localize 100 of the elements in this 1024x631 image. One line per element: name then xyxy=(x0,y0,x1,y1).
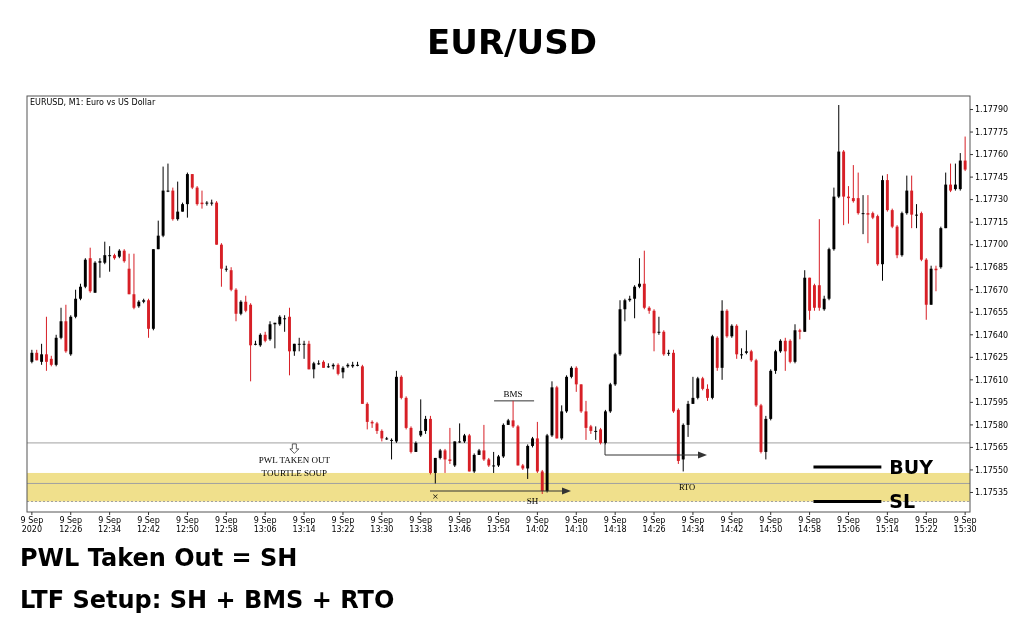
candlestick xyxy=(472,452,476,474)
candlestick xyxy=(526,443,530,480)
chart-title: EUR/USD xyxy=(427,22,597,62)
x-tick-label: 9 Sep 14:34 xyxy=(681,516,705,534)
x-tick-label: 9 Sep 13:30 xyxy=(370,516,394,534)
y-tick-label: 1.17655 xyxy=(975,308,1009,318)
ref-line-label: BUY xyxy=(889,455,934,478)
x-tick-label: 9 Sep 14:02 xyxy=(525,516,549,534)
candlestick xyxy=(633,284,637,319)
x-tick-label: 9 Sep 12:26 xyxy=(59,516,83,534)
candlestick xyxy=(813,283,816,312)
x-tick-label: 9 Sep 14:42 xyxy=(720,516,744,534)
candlestick xyxy=(686,400,690,438)
ref-line-label: SL xyxy=(889,490,916,513)
candlestick xyxy=(798,328,802,340)
candlestick xyxy=(492,451,496,474)
x-tick-label: 9 Sep 13:38 xyxy=(409,516,433,534)
y-tick-label: 1.17775 xyxy=(975,127,1009,137)
candlestick xyxy=(283,314,287,333)
candlestick xyxy=(424,415,428,435)
candlestick xyxy=(696,376,700,400)
candlestick xyxy=(594,425,598,441)
x-tick-label: 9 Sep 14:18 xyxy=(603,516,627,534)
candlestick xyxy=(205,200,209,207)
candlestick xyxy=(915,203,918,229)
annotation: PWL TAKEN OUT xyxy=(258,454,331,465)
x-tick-label: 9 Sep 12:42 xyxy=(136,516,161,534)
candlestick xyxy=(623,298,627,322)
candlestick xyxy=(890,208,894,229)
y-tick-label: 1.17595 xyxy=(975,398,1009,408)
candlestick xyxy=(949,163,953,193)
candlestick xyxy=(229,266,233,292)
y-tick-label: 1.17730 xyxy=(975,195,1009,205)
y-tick-label: 1.17715 xyxy=(975,217,1009,227)
candlestick xyxy=(774,349,778,375)
y-tick-label: 1.17790 xyxy=(975,105,1009,115)
y-tick-label: 1.17550 xyxy=(975,465,1009,475)
candlestick xyxy=(132,253,136,310)
x-tick-label: 9 Sep 14:50 xyxy=(759,516,783,534)
y-tick-label: 1.17535 xyxy=(975,488,1009,498)
candlestick xyxy=(390,437,394,460)
text: LTF Setup: SH + BMS + RTO xyxy=(20,586,395,614)
candlestick xyxy=(638,257,641,289)
candlestick xyxy=(866,194,870,244)
candlestick xyxy=(511,400,515,429)
annotation: × xyxy=(432,489,439,502)
candlestick xyxy=(482,424,486,462)
y-tick-label: 1.17565 xyxy=(975,443,1009,453)
x-tick-label: 9 Sep 14:26 xyxy=(642,516,666,534)
candlestick xyxy=(195,185,199,207)
candlestick xyxy=(74,289,78,319)
x-tick-label: 9 Sep 13:22 xyxy=(331,516,355,534)
y-tick-label: 1.17610 xyxy=(975,375,1009,385)
x-tick-label: 9 Sep 15:22 xyxy=(914,516,938,534)
candlestick xyxy=(783,337,787,372)
x-tick-label: 9 Sep 13:46 xyxy=(448,516,472,534)
candlestick xyxy=(691,376,695,405)
candlestick xyxy=(861,194,865,235)
candlestick xyxy=(740,347,743,360)
candlestick xyxy=(341,365,345,379)
y-tick-label: 1.17640 xyxy=(975,330,1009,340)
y-tick-label: 1.17760 xyxy=(975,150,1009,160)
candlestick xyxy=(302,340,306,360)
candlestick xyxy=(108,245,112,273)
candlestick xyxy=(657,316,661,336)
candlestick xyxy=(652,308,656,352)
candlestick xyxy=(817,218,821,312)
y-tick-label: 1.17745 xyxy=(975,172,1009,182)
y-tick-label: 1.17670 xyxy=(975,285,1009,295)
x-tick-label: 9 Sep 14:58 xyxy=(798,516,822,534)
x-tick-label: 9 Sep 12:50 xyxy=(175,516,199,534)
candlestick xyxy=(156,220,160,250)
x-tick-label: 9 Sep 2020 xyxy=(20,516,44,534)
candlestick xyxy=(433,457,437,484)
candlestick xyxy=(176,181,180,222)
annotation: SH xyxy=(526,496,539,507)
candlestick xyxy=(540,469,544,495)
band-label: RTO xyxy=(678,482,696,493)
x-tick-label: 9 Sep 13:06 xyxy=(253,516,277,534)
candlestick xyxy=(458,422,462,444)
candlestick xyxy=(365,401,369,430)
candlestick xyxy=(905,175,909,216)
x-tick-label: 9 Sep 15:30 xyxy=(953,516,977,534)
candlestick xyxy=(44,316,48,372)
x-tick-label: 9 Sep 12:34 xyxy=(98,516,122,534)
candlestick xyxy=(448,427,452,465)
candlestick xyxy=(953,163,957,192)
candlestick xyxy=(399,374,403,400)
annotation: TOURTLE SOUP xyxy=(261,467,328,478)
y-tick-label: 1.17625 xyxy=(975,353,1009,363)
y-tick-label: 1.17580 xyxy=(975,420,1009,430)
x-tick-label: 9 Sep 12:58 xyxy=(214,516,238,534)
candlestick xyxy=(963,136,967,172)
y-tick-label: 1.17700 xyxy=(975,240,1009,250)
x-tick-label: 9 Sep 14:10 xyxy=(564,516,588,534)
x-tick-label: 9 Sep 13:14 xyxy=(292,516,316,534)
candlestick xyxy=(40,343,44,366)
candlestick xyxy=(419,398,423,438)
candlestick xyxy=(851,164,855,204)
chart-subtitle: EURUSD, M1: Euro vs US Dollar xyxy=(30,98,156,107)
